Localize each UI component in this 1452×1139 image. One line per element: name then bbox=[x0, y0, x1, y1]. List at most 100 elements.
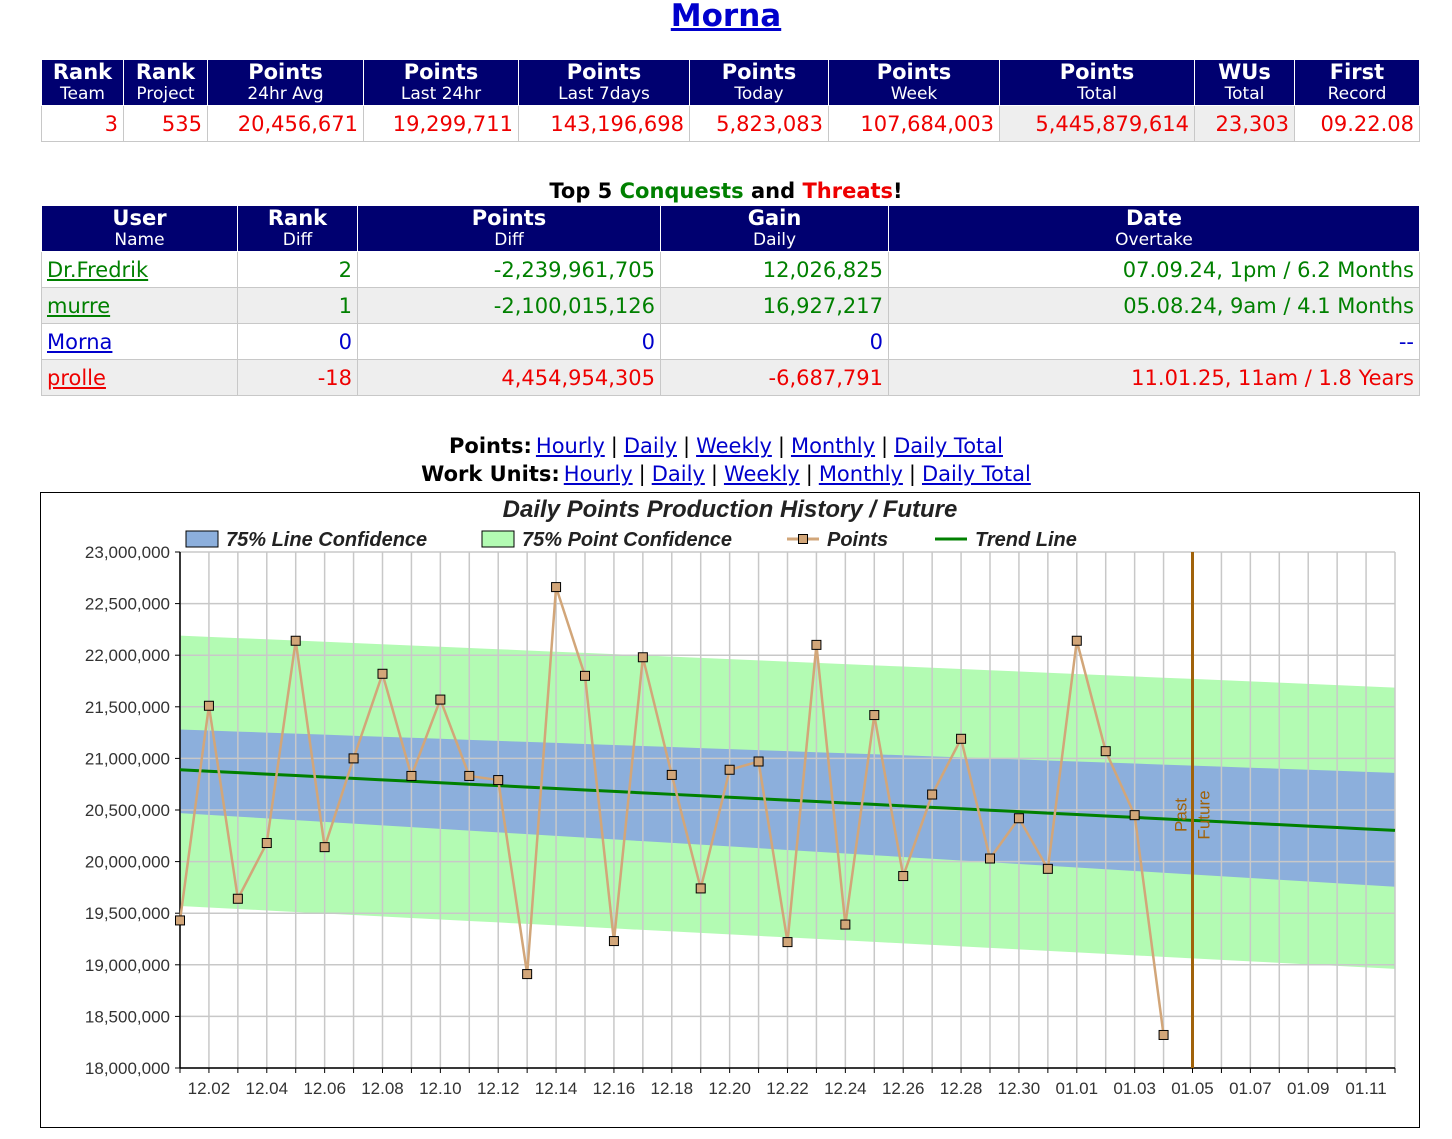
header-name: User bbox=[112, 206, 167, 230]
data-row: Morna 0 0 0 -- bbox=[41, 323, 1420, 360]
header-sub: Overtake bbox=[1115, 230, 1193, 250]
header-sub: Week bbox=[890, 84, 938, 104]
y-tick-label: 21,500,000 bbox=[85, 698, 170, 717]
stat-cell: 5,445,879,614 bbox=[999, 105, 1195, 142]
cell: 0 bbox=[660, 323, 889, 360]
header-row: User Name Rank Diff Points Diff Gain Daily Date O… bbox=[41, 205, 1420, 252]
nav-label: Work Units: bbox=[421, 462, 560, 486]
data-row: 3 535 20,456,671 19,299,711 143,196,698 5,823… bbox=[41, 105, 1420, 142]
y-tick-label: 22,000,000 bbox=[85, 646, 170, 665]
point-marker bbox=[782, 937, 793, 948]
point-marker bbox=[724, 764, 735, 775]
header-name: Points bbox=[248, 60, 323, 84]
y-tick-label: 22,500,000 bbox=[85, 595, 170, 614]
nav-link[interactable]: Weekly bbox=[723, 462, 800, 486]
x-tick-label: 12.20 bbox=[708, 1079, 751, 1098]
point-marker bbox=[956, 733, 967, 744]
title: Morna bbox=[0, 0, 1452, 34]
header-name: Points bbox=[403, 60, 479, 84]
header-sub: Record bbox=[1327, 84, 1387, 104]
nav-separator: | bbox=[777, 434, 785, 458]
cell: -2,239,961,705 bbox=[357, 251, 661, 288]
point-marker bbox=[1158, 1029, 1169, 1040]
cell: -6,687,791 bbox=[660, 359, 889, 396]
x-tick-label: 12.08 bbox=[361, 1079, 404, 1098]
header-row: Rank Team Rank Project Points 24hr Avg Points L… bbox=[41, 59, 1420, 106]
nav-link[interactable]: Daily Total bbox=[894, 434, 1003, 458]
point-marker bbox=[203, 700, 214, 711]
nav-link[interactable]: Monthly bbox=[818, 462, 903, 486]
user-link[interactable]: Dr.Fredrik bbox=[47, 257, 149, 282]
legend-label: 75% Line Confidence bbox=[226, 529, 427, 551]
title-link[interactable]: Morna bbox=[670, 0, 782, 34]
header-cell: Date Overtake bbox=[888, 205, 1420, 252]
point-marker bbox=[464, 770, 475, 781]
header-name: Points bbox=[1059, 60, 1135, 84]
cell: 05.08.24, 9am / 4.1 Months bbox=[888, 287, 1420, 324]
x-tick-label: 01.09 bbox=[1287, 1079, 1330, 1098]
nav-separator: | bbox=[881, 434, 889, 458]
x-tick-label: 12.28 bbox=[940, 1079, 983, 1098]
title-text: Conquests bbox=[619, 179, 744, 203]
point-marker bbox=[522, 969, 533, 980]
header-name: WUs bbox=[1218, 60, 1271, 84]
point-marker bbox=[290, 635, 301, 646]
x-tick-label: 12.30 bbox=[998, 1079, 1041, 1098]
point-marker bbox=[985, 853, 995, 864]
nav-link[interactable]: Daily bbox=[623, 434, 677, 458]
stat-cell: 23,303 bbox=[1194, 105, 1295, 142]
nav-link[interactable]: Weekly bbox=[696, 434, 772, 458]
header-sub: Last 7days bbox=[558, 84, 650, 104]
legend-label: Points bbox=[827, 529, 888, 551]
cell: 2 bbox=[237, 251, 358, 288]
user-link[interactable]: prolle bbox=[47, 365, 106, 390]
header-cell: Rank Team bbox=[41, 59, 124, 106]
legend-swatch bbox=[798, 534, 808, 544]
x-tick-label: 01.03 bbox=[1113, 1079, 1156, 1098]
point-marker bbox=[869, 710, 880, 721]
x-tick-label: 01.01 bbox=[1056, 1079, 1099, 1098]
stat-cell: 19,299,711 bbox=[363, 105, 519, 142]
cell: -18 bbox=[237, 359, 358, 396]
nav-separator: | bbox=[805, 462, 813, 486]
legend-swatch bbox=[481, 530, 515, 548]
point-marker bbox=[1100, 746, 1111, 757]
header-sub: Team bbox=[60, 84, 105, 104]
header-name: Points bbox=[721, 60, 797, 84]
nav-label: Points: bbox=[449, 434, 532, 458]
header-cell: Points Diff bbox=[357, 205, 661, 252]
nav-link[interactable]: Monthly bbox=[790, 434, 876, 458]
x-tick-label: 12.24 bbox=[824, 1079, 867, 1098]
header-cell: Points 24hr Avg bbox=[207, 59, 364, 106]
header-name: Points bbox=[566, 60, 642, 84]
title-text: and bbox=[750, 179, 796, 203]
title-text: Top 5 bbox=[549, 179, 613, 203]
user-link[interactable]: murre bbox=[47, 293, 111, 318]
header-sub: Project bbox=[136, 84, 195, 104]
x-tick-label: 12.22 bbox=[766, 1079, 809, 1098]
header-name: Date bbox=[1126, 206, 1182, 230]
chart-body: Daily Points Production History / Future… bbox=[40, 492, 1420, 1128]
y-tick-label: 21,000,000 bbox=[85, 749, 170, 768]
y-tick-label: 18,000,000 bbox=[85, 1059, 170, 1078]
x-tick-label: 12.26 bbox=[882, 1079, 925, 1098]
x-tick-label: 12.02 bbox=[188, 1079, 231, 1098]
point-marker bbox=[840, 919, 851, 930]
point-marker bbox=[753, 756, 764, 767]
point-marker bbox=[666, 769, 677, 780]
nav-link[interactable]: Hourly bbox=[563, 462, 633, 486]
stat-cell: 20,456,671 bbox=[207, 105, 364, 142]
header-cell: User Name bbox=[41, 205, 238, 252]
header-sub: Name bbox=[114, 230, 165, 250]
user-link[interactable]: Morna bbox=[47, 329, 113, 354]
header-cell: WUs Total bbox=[1194, 59, 1295, 106]
cell: -- bbox=[888, 323, 1420, 360]
y-tick-label: 20,000,000 bbox=[85, 853, 170, 872]
nav-link[interactable]: Hourly bbox=[535, 434, 605, 458]
point-marker bbox=[435, 694, 446, 705]
x-tick-label: 01.05 bbox=[1171, 1079, 1214, 1098]
nav-link[interactable]: Daily bbox=[651, 462, 705, 486]
nav-link[interactable]: Daily Total bbox=[921, 462, 1031, 486]
point-marker bbox=[811, 639, 822, 650]
nav-separator: | bbox=[610, 434, 618, 458]
